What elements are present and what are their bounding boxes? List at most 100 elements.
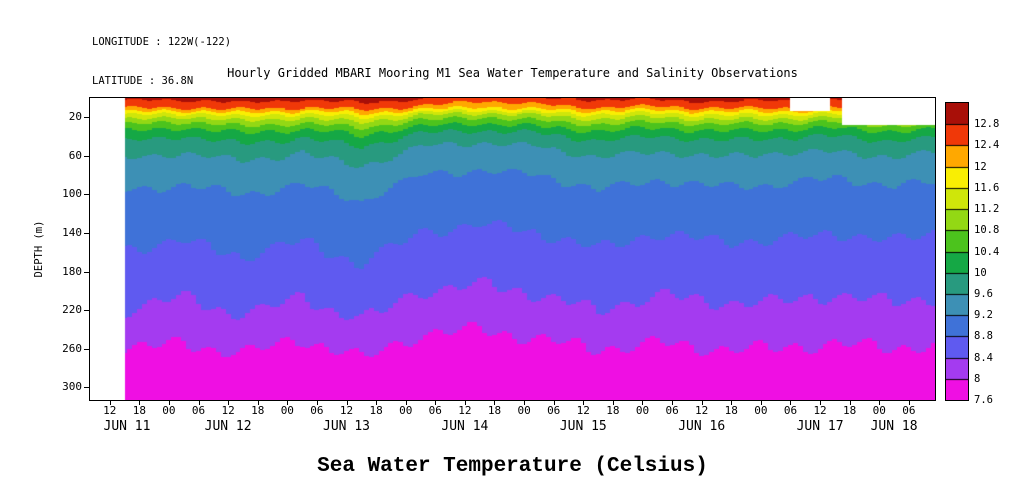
colorbar	[945, 102, 969, 401]
time-tick-label: 12	[695, 404, 709, 417]
time-tick-mark	[790, 401, 792, 405]
date-label: JUN 12	[204, 419, 252, 434]
time-tick-mark	[316, 401, 318, 405]
time-tick-mark	[376, 401, 378, 405]
date-label: JUN 16	[678, 419, 726, 434]
depth-tick-mark	[84, 155, 89, 157]
colorbar-tick-label: 11.2	[974, 203, 1000, 216]
time-tick-label: 06	[428, 404, 442, 417]
time-tick-mark	[287, 401, 289, 405]
time-tick-mark	[257, 401, 259, 405]
time-tick-label: 12	[458, 404, 472, 417]
x-axis-title: Sea Water Temperature (Celsius)	[317, 455, 708, 478]
depth-tick-label: 260	[62, 341, 82, 355]
date-label: JUN 17	[796, 419, 844, 434]
date-label: JUN 11	[103, 419, 151, 434]
depth-tick-label: 300	[62, 380, 82, 394]
time-tick-mark	[346, 401, 348, 405]
time-tick-mark	[168, 401, 170, 405]
colorbar-tick-label: 9.2	[974, 309, 993, 322]
time-tick-mark	[908, 401, 910, 405]
heatmap-canvas	[90, 98, 935, 400]
colorbar-tick-label: 12.4	[974, 139, 1000, 152]
depth-tick-label: 140	[62, 226, 82, 240]
plot-area	[89, 97, 936, 401]
time-tick-mark	[642, 401, 644, 405]
time-tick-label: 18	[724, 404, 738, 417]
time-tick-mark	[198, 401, 200, 405]
time-tick-mark	[494, 401, 496, 405]
time-tick-label: 06	[547, 404, 561, 417]
depth-tick-label: 180	[62, 264, 82, 278]
colorbar-tick-label: 11.6	[974, 181, 1000, 194]
time-tick-mark	[583, 401, 585, 405]
colorbar-tick-label: 8.8	[974, 330, 993, 343]
colorbar-tick-label: 8	[974, 372, 981, 385]
time-tick-mark	[228, 401, 230, 405]
time-tick-label: 12	[103, 404, 117, 417]
time-tick-mark	[612, 401, 614, 405]
depth-tick-label: 20	[68, 110, 82, 124]
colorbar-tick-label: 10.4	[974, 245, 1000, 258]
time-tick-label: 00	[280, 404, 294, 417]
time-tick-label: 18	[251, 404, 265, 417]
depth-tick-mark	[84, 310, 89, 312]
time-tick-label: 00	[872, 404, 886, 417]
date-label: JUN 15	[559, 419, 607, 434]
time-tick-mark	[672, 401, 674, 405]
colorbar-tick-label: 10	[974, 266, 987, 279]
time-tick-label: 06	[783, 404, 798, 417]
time-tick-label: 18	[606, 404, 620, 417]
time-tick-label: 00	[399, 404, 413, 417]
depth-tick-label: 220	[62, 303, 82, 317]
time-tick-label: 18	[843, 404, 857, 417]
depth-tick-label: 60	[68, 148, 82, 162]
time-tick-label: 06	[191, 404, 206, 417]
colorbar-tick-label: 12.8	[974, 118, 1000, 131]
time-tick-label: 12	[221, 404, 235, 417]
time-tick-label: 00	[162, 404, 176, 417]
depth-tick-label: 100	[62, 187, 82, 201]
time-tick-mark	[464, 401, 466, 405]
depth-tick-mark	[84, 233, 89, 235]
time-tick-label: 06	[902, 404, 916, 417]
colorbar-tick-label: 7.6	[974, 394, 993, 406]
time-tick-label: 00	[754, 404, 768, 417]
time-tick-mark	[849, 401, 851, 405]
time-tick-label: 12	[576, 404, 590, 417]
time-tick-label: 18	[132, 404, 146, 417]
time-tick-label: 06	[310, 404, 324, 417]
time-tick-mark	[731, 401, 733, 405]
time-tick-mark	[524, 401, 526, 405]
time-tick-mark	[553, 401, 555, 405]
latitude-label: LATITUDE : 36.8N	[92, 75, 194, 87]
time-tick-mark	[760, 401, 762, 405]
colorbar-tick-label: 8.4	[974, 351, 993, 364]
time-tick-label: 18	[369, 404, 383, 417]
depth-tick-mark	[84, 271, 89, 273]
date-label: JUN 18	[870, 419, 918, 434]
colorbar-tick-label: 12	[974, 160, 987, 173]
time-tick-mark	[820, 401, 822, 405]
date-label: JUN 14	[441, 419, 489, 434]
colorbar-tick-label: 10.8	[974, 224, 1000, 237]
time-tick-mark	[139, 401, 141, 405]
time-tick-label: 00	[635, 404, 650, 417]
longitude-label: LONGITUDE : 122W(-122)	[92, 36, 232, 48]
time-tick-label: 12	[339, 404, 354, 417]
chart-title: Hourly Gridded MBARI Mooring M1 Sea Wate…	[227, 66, 798, 80]
depth-axis-title: DEPTH (m)	[33, 220, 45, 278]
depth-tick-mark	[84, 348, 89, 350]
time-tick-mark	[879, 401, 881, 405]
time-tick-label: 18	[487, 404, 502, 417]
depth-tick-mark	[84, 117, 89, 119]
colorbar-canvas	[946, 103, 968, 400]
time-tick-label: 00	[517, 404, 531, 417]
time-tick-label: 12	[813, 404, 827, 417]
depth-tick-mark	[84, 194, 89, 196]
time-tick-mark	[405, 401, 407, 405]
colorbar-tick-label: 9.6	[974, 287, 993, 300]
date-label: JUN 13	[323, 419, 370, 434]
time-tick-mark	[701, 401, 703, 405]
